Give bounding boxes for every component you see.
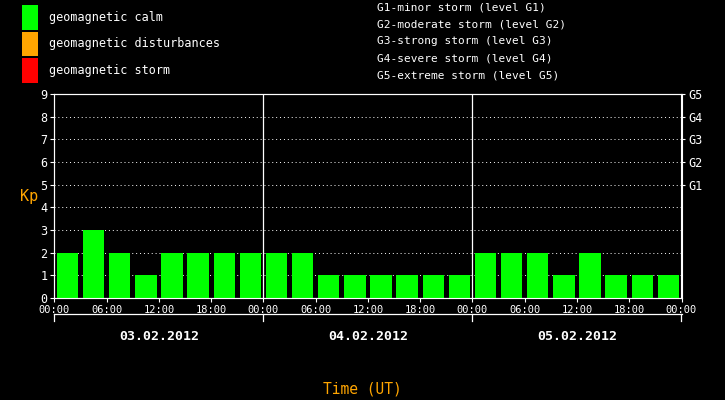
Bar <box>658 275 679 298</box>
Text: G5-extreme storm (level G5): G5-extreme storm (level G5) <box>377 71 559 81</box>
Text: G3-strong storm (level G3): G3-strong storm (level G3) <box>377 36 552 46</box>
Bar <box>57 253 78 298</box>
Y-axis label: Kp: Kp <box>20 188 38 204</box>
Bar <box>266 253 287 298</box>
Text: G2-moderate storm (level G2): G2-moderate storm (level G2) <box>377 19 566 29</box>
Bar <box>501 253 523 298</box>
Bar <box>475 253 496 298</box>
Bar <box>579 253 601 298</box>
Bar <box>22 5 38 30</box>
Text: 05.02.2012: 05.02.2012 <box>537 330 617 342</box>
Bar <box>213 253 235 298</box>
Text: 04.02.2012: 04.02.2012 <box>328 330 408 342</box>
Text: 03.02.2012: 03.02.2012 <box>119 330 199 342</box>
Bar <box>397 275 418 298</box>
Bar <box>553 275 575 298</box>
Bar <box>631 275 653 298</box>
Bar <box>22 58 38 83</box>
Text: G4-severe storm (level G4): G4-severe storm (level G4) <box>377 54 552 64</box>
Text: geomagnetic storm: geomagnetic storm <box>49 64 170 77</box>
Bar <box>135 275 157 298</box>
Bar <box>449 275 470 298</box>
Bar <box>423 275 444 298</box>
Bar <box>22 32 38 56</box>
Bar <box>370 275 392 298</box>
Text: Time (UT): Time (UT) <box>323 381 402 396</box>
Bar <box>605 275 627 298</box>
Text: geomagnetic disturbances: geomagnetic disturbances <box>49 38 220 50</box>
Bar <box>83 230 104 298</box>
Bar <box>344 275 365 298</box>
Bar <box>318 275 339 298</box>
Bar <box>187 253 209 298</box>
Text: geomagnetic calm: geomagnetic calm <box>49 11 162 24</box>
Bar <box>527 253 549 298</box>
Bar <box>240 253 261 298</box>
Text: G1-minor storm (level G1): G1-minor storm (level G1) <box>377 2 546 12</box>
Bar <box>161 253 183 298</box>
Bar <box>292 253 313 298</box>
Bar <box>109 253 130 298</box>
